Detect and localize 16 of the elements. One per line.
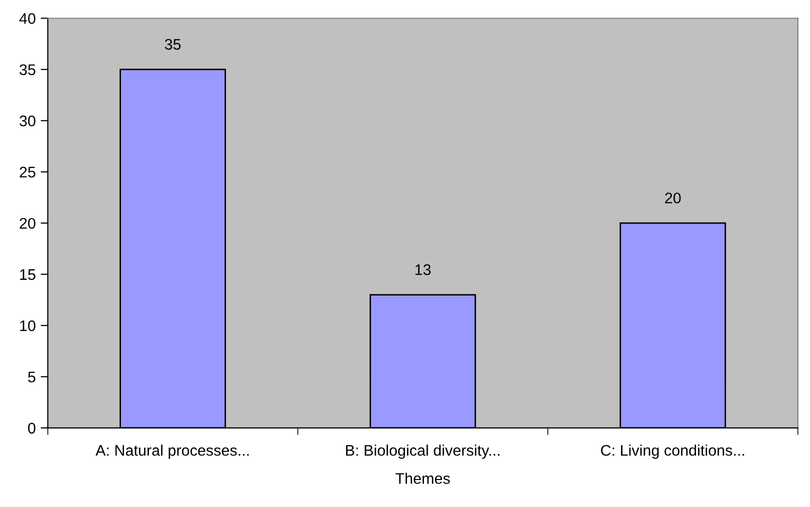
x-tick-label: B: Biological diversity... [346,444,500,459]
y-tick-label: 5 [28,372,36,382]
y-tick-label: 30 [20,116,36,126]
y-tick-label: 40 [19,13,36,24]
x-axis-title: Themes [396,472,450,484]
y-tick-label: 35 [20,64,36,76]
y-tick-label: 15 [20,269,36,280]
data-label: 35 [164,38,181,50]
x-tick-label: C: Living conditions... [601,444,744,459]
y-tick-label: 0 [28,422,36,434]
y-tick-label: 25 [20,166,36,178]
y-tick-label: 20 [20,218,36,229]
y-tick-label: 10 [20,320,36,332]
data-label: 13 [415,264,431,276]
data-label: 20 [665,192,681,204]
x-tick-label: A: Natural processes... [96,444,249,459]
